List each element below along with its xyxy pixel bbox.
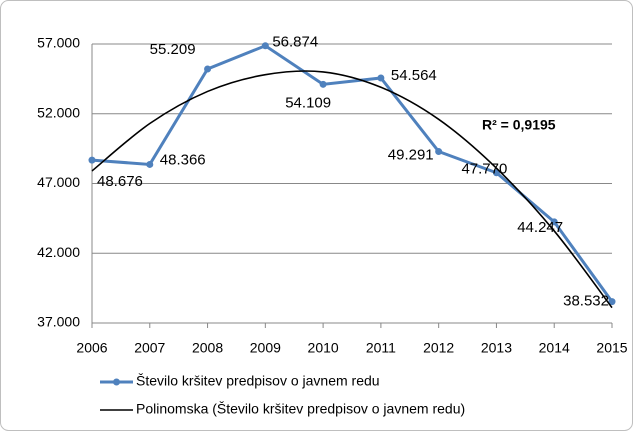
y-tick-label: 47.000: [37, 174, 80, 190]
data-point: [608, 298, 616, 306]
annotation: R² = 0,9195: [482, 117, 556, 133]
x-tick-label: 2010: [308, 340, 339, 356]
data-label: 44.247: [517, 219, 563, 236]
x-tick-label: 2008: [192, 340, 223, 356]
x-tick-label: 2009: [250, 340, 281, 356]
x-tick-label: 2011: [366, 340, 396, 356]
trend-line: [91, 70, 613, 309]
data-label: 48.366: [160, 151, 206, 168]
x-tick-label: 2013: [481, 340, 512, 356]
data-label: 48.676: [97, 173, 143, 190]
y-tick-label: 52.000: [37, 104, 80, 120]
x-tick-label: 2015: [596, 340, 627, 356]
data-point: [146, 160, 154, 168]
data-label: 56.874: [272, 34, 318, 51]
legend-label: Število kršitev predpisov o javnem redu: [136, 373, 380, 389]
data-label: 47.770: [461, 161, 507, 178]
data-label: 49.291: [388, 147, 434, 164]
data-point: [492, 169, 500, 177]
data-label: 54.564: [391, 67, 437, 84]
y-tick-label: 57.000: [37, 35, 80, 51]
x-tick-label: 2006: [76, 340, 107, 356]
data-point: [319, 80, 327, 88]
legend-label: Polinomska (Število kršitev predpisov o …: [136, 401, 465, 417]
y-tick-label: 42.000: [37, 244, 80, 260]
data-point: [261, 42, 269, 50]
data-label: 55.209: [150, 41, 196, 58]
data-point: [435, 148, 443, 156]
data-point: [204, 65, 212, 73]
legend-marker: [113, 378, 120, 386]
data-point: [88, 156, 96, 164]
x-tick-label: 2014: [539, 340, 570, 356]
data-label: 54.109: [285, 94, 331, 111]
data-point: [377, 74, 385, 82]
x-tick-label: 2007: [134, 340, 165, 356]
x-tick-label: 2012: [423, 340, 454, 356]
y-tick-label: 37.000: [37, 314, 80, 330]
data-point: [550, 218, 558, 226]
data-label: 38.532: [563, 293, 609, 310]
